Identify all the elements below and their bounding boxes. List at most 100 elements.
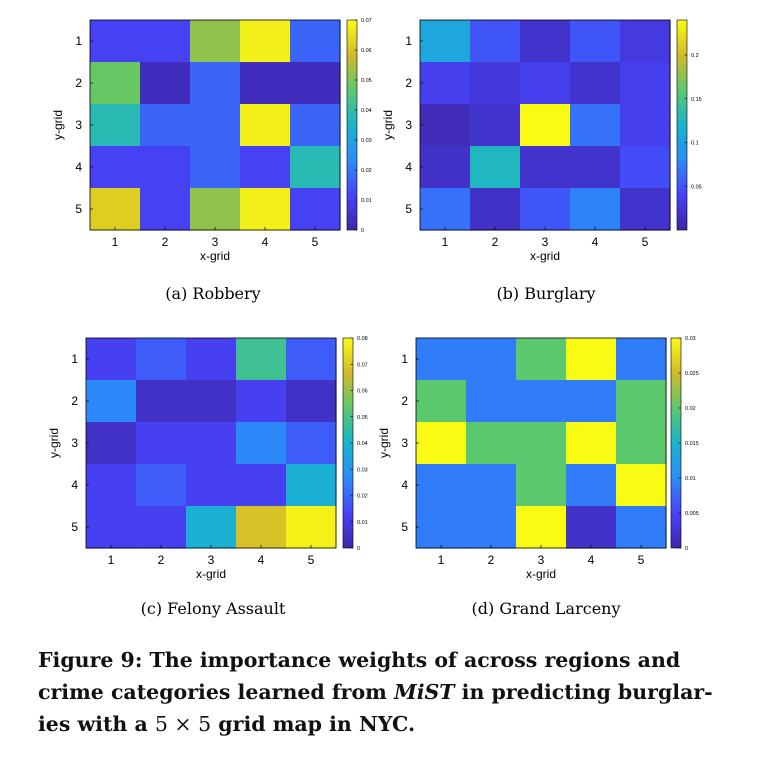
y-tick-label: 5 — [405, 202, 412, 216]
y-tick-label: 5 — [75, 202, 82, 216]
colorbar-tick-label: 0.01 — [685, 476, 696, 482]
x-tick-label: 1 — [438, 553, 445, 567]
heatmap-cell — [570, 146, 621, 189]
colorbar — [346, 19, 358, 231]
y-tick-label: 1 — [71, 352, 78, 366]
heatmap-cell — [566, 464, 617, 507]
heatmap-cell — [140, 20, 191, 63]
x-tick-label: 5 — [642, 235, 649, 249]
subfigure-caption: (d) Grand Larceny — [472, 599, 621, 618]
colorbar-tick-label: 0.01 — [357, 520, 368, 526]
heatmap-cell — [140, 62, 191, 105]
heatmap-cell — [570, 20, 621, 63]
heatmap-cell — [90, 146, 141, 189]
y-tick-label: 4 — [75, 160, 82, 174]
y-axis-label: y-grid — [51, 110, 65, 140]
figure-caption-grid-size: 5 × 5 — [154, 712, 212, 736]
heatmap-cell — [470, 146, 521, 189]
colorbar-tick-label: 0 — [361, 228, 364, 234]
x-tick-label: 4 — [262, 235, 269, 249]
heatmap-cell — [420, 104, 471, 147]
heatmap-cell — [516, 422, 567, 465]
colorbar-tick-label: 0.15 — [691, 97, 702, 103]
figure-caption-text-2a: crime categories learned from — [38, 680, 394, 704]
subfigure-caption: (b) Burglary — [496, 284, 595, 303]
heatmap-cell — [286, 338, 337, 381]
heatmap-cell — [416, 380, 467, 423]
colorbar-tick-label: 0.025 — [685, 371, 699, 377]
heatmap-cell — [136, 506, 187, 549]
heatmap-cell — [616, 464, 667, 507]
heatmap-cell — [136, 422, 187, 465]
figure-caption-text-2b: in predicting burglar- — [454, 680, 713, 704]
colorbar-tick-label: 0.04 — [357, 441, 368, 447]
colorbar-tick-label: 0.06 — [361, 48, 372, 54]
heatmap-cell — [520, 20, 571, 63]
colorbar-tick-label: 0 — [685, 546, 688, 552]
heatmap-cell — [466, 506, 517, 549]
colorbar-tick-label: 0.01 — [361, 198, 372, 204]
colorbar-tick-label: 0.05 — [691, 184, 702, 190]
y-tick-label: 3 — [75, 118, 82, 132]
figure-caption-text-1: The importance weights of across regions… — [149, 648, 681, 672]
colorbar-tick-label: 0 — [357, 546, 360, 552]
heatmap-cell — [416, 464, 467, 507]
heatmap-cell — [190, 188, 241, 231]
heatmap-cell — [420, 146, 471, 189]
heatmap-cell — [616, 422, 667, 465]
heatmap-cell — [140, 104, 191, 147]
y-tick-label: 4 — [405, 160, 412, 174]
y-tick-label: 2 — [401, 394, 408, 408]
x-axis-label: x-grid — [526, 567, 556, 581]
heatmap-cell — [470, 104, 521, 147]
heatmap-cell — [186, 422, 237, 465]
y-tick-label: 1 — [401, 352, 408, 366]
heatmap-cell — [190, 62, 241, 105]
heatmap-cell — [186, 338, 237, 381]
figure-caption-line-1: Figure 9: The importance weights of acro… — [38, 648, 738, 672]
heatmap-cell — [236, 506, 287, 549]
heatmap-cell — [570, 188, 621, 231]
heatmap-cell — [620, 188, 671, 231]
heatmap-cell — [516, 380, 567, 423]
figure-caption-line-3: ies with a 5 × 5 grid map in NYC. — [38, 712, 738, 736]
heatmap-cell — [420, 62, 471, 105]
colorbar-tick-label: 0.02 — [361, 168, 372, 174]
x-tick-label: 3 — [208, 553, 215, 567]
heatmap-cell — [520, 188, 571, 231]
x-tick-label: 5 — [638, 553, 645, 567]
colorbar-tick-label: 0.2 — [691, 53, 699, 59]
heatmap-cell — [90, 62, 141, 105]
heatmap-cell — [90, 104, 141, 147]
y-tick-label: 4 — [401, 478, 408, 492]
heatmap-cell — [136, 380, 187, 423]
colorbar-tick-label: 0.03 — [685, 336, 696, 342]
figure-caption-text-3a: ies with a — [38, 712, 155, 736]
heatmap-cell — [616, 506, 667, 549]
heatmap-cell — [190, 146, 241, 189]
figure-caption-label: Figure 9: — [38, 648, 143, 672]
heatmap-cell — [566, 422, 617, 465]
colorbar-tick-label: 0.02 — [685, 406, 696, 412]
heatmap-cell — [86, 422, 137, 465]
heatmap-cell — [416, 422, 467, 465]
heatmap-cell — [520, 146, 571, 189]
colorbar-tick-label: 0.02 — [357, 494, 368, 500]
heatmap-cell — [620, 104, 671, 147]
heatmap-cell — [620, 62, 671, 105]
heatmap-cell — [286, 506, 337, 549]
x-axis-label: x-grid — [196, 567, 226, 581]
heatmap-cell — [616, 338, 667, 381]
heatmap-cell — [240, 20, 291, 63]
figure-caption-line-2: crime categories learned from MiST in pr… — [38, 680, 738, 704]
heatmap-cell — [186, 380, 237, 423]
x-tick-label: 5 — [312, 235, 319, 249]
y-tick-label: 3 — [401, 436, 408, 450]
colorbar-tick-label: 0.07 — [361, 18, 372, 24]
heatmap-cell — [190, 20, 241, 63]
colorbar-tick-label: 0.07 — [357, 362, 368, 368]
colorbar-tick-label: 0.05 — [357, 415, 368, 421]
x-tick-label: 3 — [542, 235, 549, 249]
y-tick-label: 3 — [405, 118, 412, 132]
heatmap-cell — [90, 188, 141, 231]
